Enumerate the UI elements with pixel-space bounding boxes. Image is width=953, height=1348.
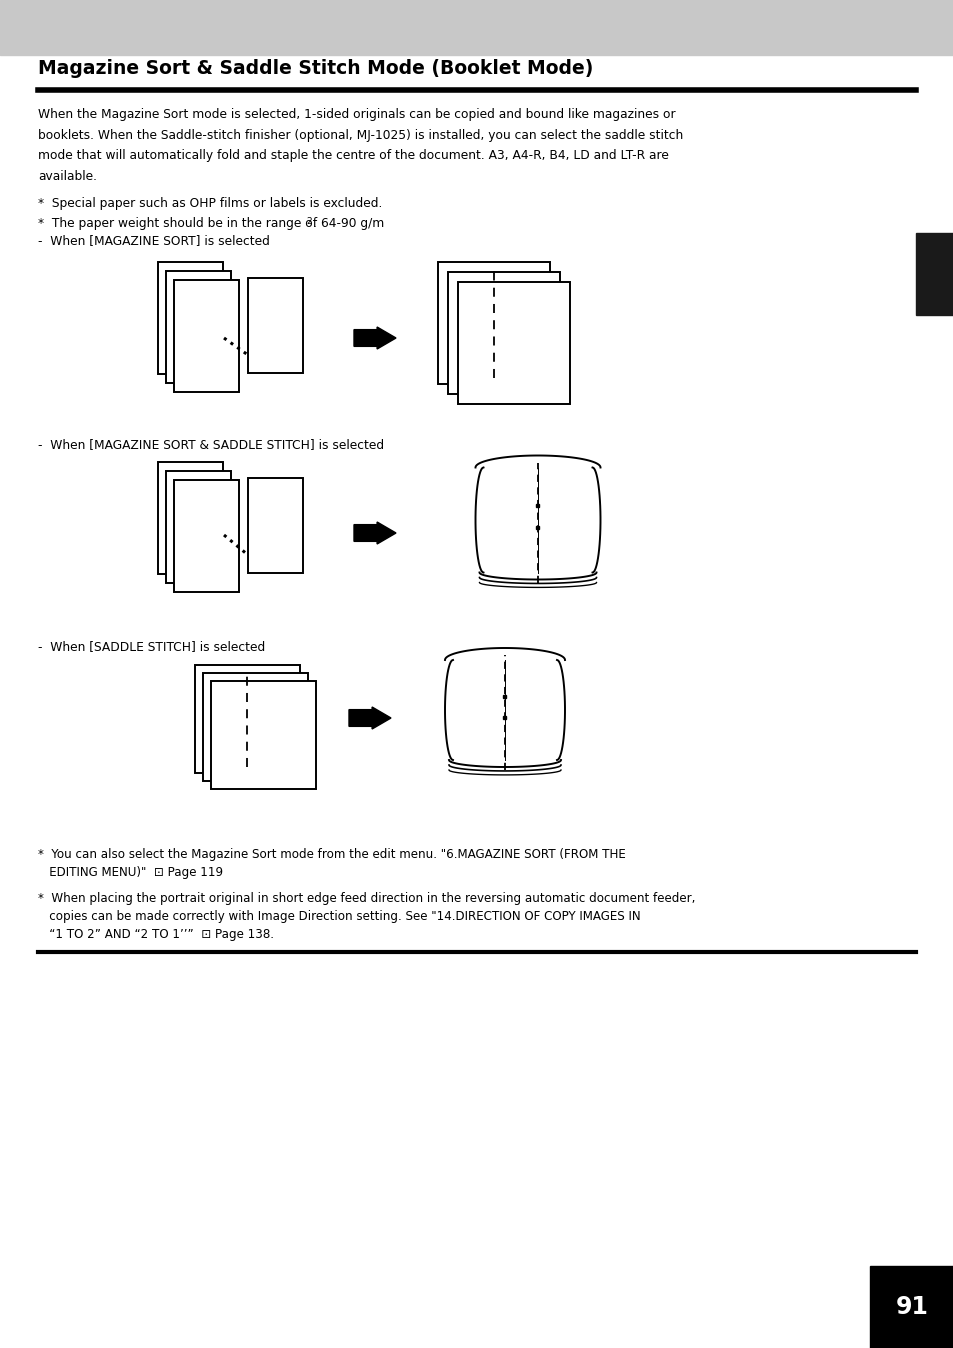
- Text: .: .: [313, 217, 316, 231]
- Text: -  When [MAGAZINE SORT] is selected: - When [MAGAZINE SORT] is selected: [38, 235, 270, 247]
- Bar: [457, 282, 569, 404]
- Text: -  When [SADDLE STITCH] is selected: - When [SADDLE STITCH] is selected: [38, 640, 265, 652]
- Text: copies can be made correctly with Image Direction setting. See "14.DIRECTION OF : copies can be made correctly with Image …: [38, 910, 640, 923]
- Bar: [437, 262, 550, 384]
- Polygon shape: [444, 661, 504, 760]
- Bar: [203, 673, 308, 780]
- Bar: [166, 470, 231, 582]
- Bar: [173, 280, 239, 392]
- Text: -  When [MAGAZINE SORT & SADDLE STITCH] is selected: - When [MAGAZINE SORT & SADDLE STITCH] i…: [38, 438, 384, 452]
- Text: *  Special paper such as OHP films or labels is excluded.: * Special paper such as OHP films or lab…: [38, 197, 382, 210]
- Polygon shape: [349, 706, 391, 729]
- Bar: [503, 694, 506, 697]
- Text: When the Magazine Sort mode is selected, 1-sided originals can be copied and bou: When the Magazine Sort mode is selected,…: [38, 108, 682, 182]
- Bar: [915, 233, 953, 315]
- Text: Magazine Sort & Saddle Stitch Mode (Booklet Mode): Magazine Sort & Saddle Stitch Mode (Book…: [38, 58, 593, 77]
- Polygon shape: [475, 468, 537, 573]
- Polygon shape: [354, 522, 395, 545]
- Bar: [448, 272, 559, 394]
- Text: 91: 91: [895, 1295, 927, 1318]
- Bar: [869, 1266, 953, 1348]
- Polygon shape: [354, 328, 395, 349]
- Text: 2: 2: [306, 217, 312, 226]
- Bar: [194, 665, 299, 772]
- Bar: [248, 278, 303, 373]
- Bar: [536, 526, 539, 530]
- Text: *  You can also select the Magazine Sort mode from the edit menu. "6.MAGAZINE SO: * You can also select the Magazine Sort …: [38, 848, 625, 861]
- Polygon shape: [504, 661, 564, 760]
- Polygon shape: [537, 468, 599, 573]
- Text: “1 TO 2” AND “2 TO 1’’”  ⊡ Page 138.: “1 TO 2” AND “2 TO 1’’” ⊡ Page 138.: [38, 927, 274, 941]
- Bar: [211, 681, 315, 789]
- Bar: [166, 271, 231, 383]
- Bar: [158, 262, 223, 373]
- Bar: [158, 462, 223, 574]
- Text: *  The paper weight should be in the range of 64-90 g/m: * The paper weight should be in the rang…: [38, 217, 384, 231]
- Bar: [248, 479, 303, 573]
- Bar: [173, 480, 239, 592]
- Bar: [536, 504, 539, 507]
- Bar: [503, 716, 506, 718]
- Text: *  When placing the portrait original in short edge feed direction in the revers: * When placing the portrait original in …: [38, 892, 695, 905]
- Bar: [0, 0, 953, 55]
- Text: EDITING MENU)"  ⊡ Page 119: EDITING MENU)" ⊡ Page 119: [38, 865, 223, 879]
